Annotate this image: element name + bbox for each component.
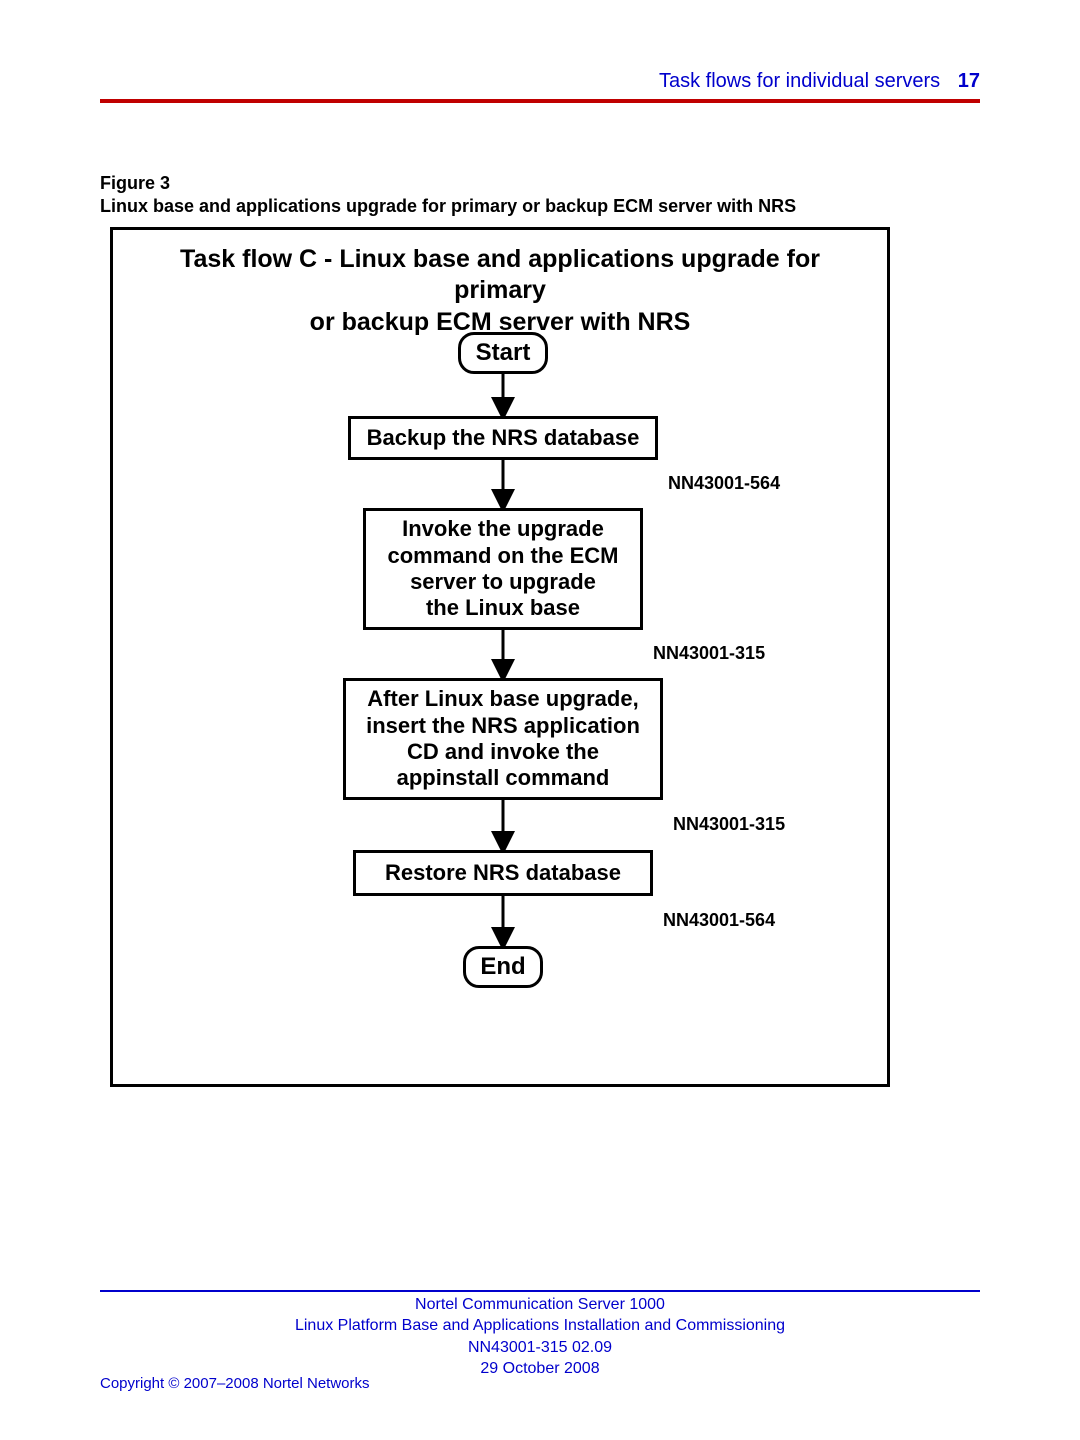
- page-number: 17: [958, 70, 980, 92]
- flow-node-n1: Backup the NRS database: [348, 416, 658, 460]
- footer-line3: NN43001-315 02.09: [468, 1339, 612, 1356]
- footer-line1: Nortel Communication Server 1000: [415, 1296, 665, 1313]
- footer-rule: [100, 1290, 980, 1292]
- flow-node-start: Start: [458, 332, 548, 374]
- footer-center: Nortel Communication Server 1000 Linux P…: [100, 1294, 980, 1380]
- running-header: Task flows for individual servers 17: [100, 70, 980, 93]
- footer-line4: 29 October 2008: [480, 1360, 599, 1377]
- flow-edge-label: NN43001-564: [668, 473, 780, 494]
- figure-label: Figure 3: [100, 173, 980, 194]
- footer-copyright: Copyright © 2007–2008 Nortel Networks: [100, 1375, 370, 1392]
- flow-edge-label: NN43001-564: [663, 910, 775, 931]
- flow-node-n2: Invoke the upgrade command on the ECM se…: [363, 508, 643, 630]
- document-page: Task flows for individual servers 17 Fig…: [0, 0, 1080, 1440]
- flow-edge-label: NN43001-315: [653, 643, 765, 664]
- section-title: Task flows for individual servers: [659, 70, 940, 92]
- flowchart-container: Task flow C - Linux base and application…: [110, 227, 890, 1087]
- flow-node-n3: After Linux base upgrade, insert the NRS…: [343, 678, 663, 800]
- footer-line2: Linux Platform Base and Applications Ins…: [295, 1317, 785, 1334]
- header-rule: [100, 99, 980, 103]
- figure-caption: Linux base and applications upgrade for …: [100, 196, 980, 217]
- flow-edge-label: NN43001-315: [673, 814, 785, 835]
- flow-node-end: End: [463, 946, 543, 988]
- flow-node-n4: Restore NRS database: [353, 850, 653, 896]
